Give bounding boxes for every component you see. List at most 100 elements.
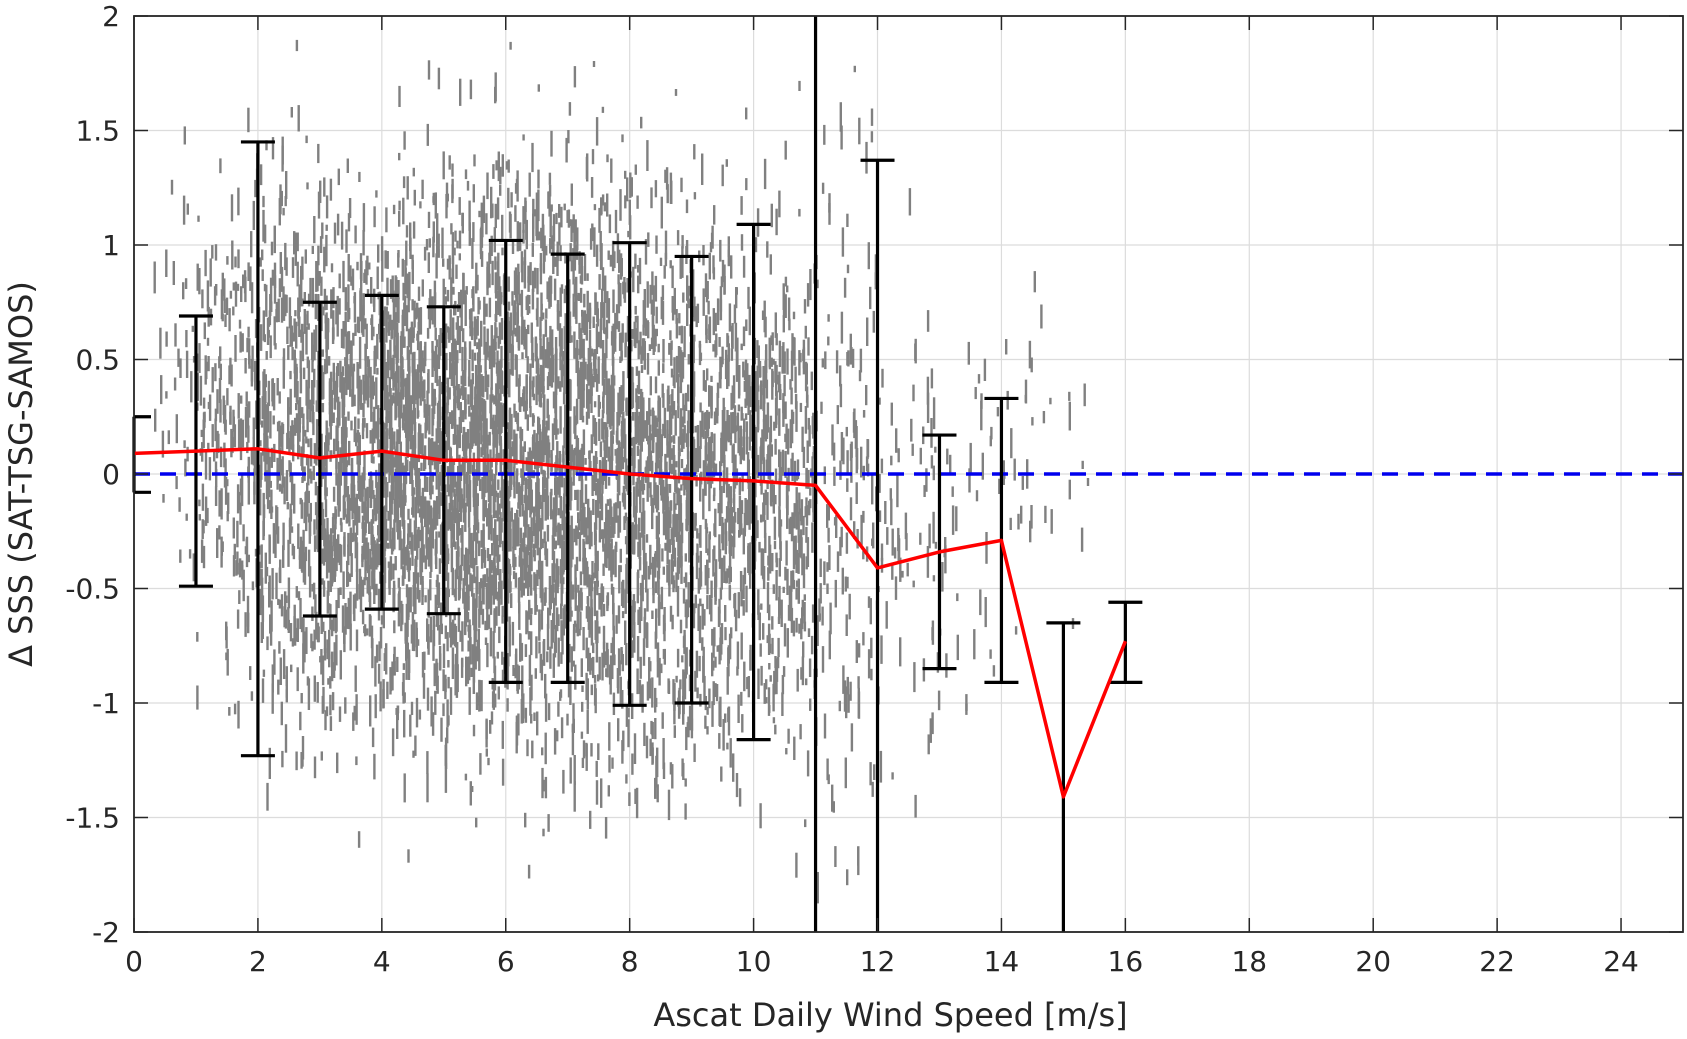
scatter-point bbox=[457, 292, 461, 310]
scatter-point bbox=[452, 619, 455, 645]
scatter-point bbox=[663, 265, 666, 279]
scatter-point bbox=[426, 502, 430, 531]
scatter-point bbox=[420, 518, 424, 549]
scatter-point bbox=[576, 605, 579, 637]
scatter-point bbox=[414, 555, 418, 584]
scatter-point bbox=[548, 172, 552, 185]
scatter-point bbox=[384, 527, 387, 549]
scatter-point bbox=[513, 447, 516, 469]
scatter-point bbox=[520, 484, 523, 503]
scatter-point bbox=[589, 608, 592, 635]
scatter-point bbox=[508, 424, 511, 437]
scatter-point bbox=[735, 287, 738, 309]
scatter-point bbox=[529, 406, 532, 418]
scatter-point bbox=[358, 491, 361, 500]
scatter-point bbox=[647, 232, 650, 247]
scatter-point bbox=[614, 502, 618, 523]
scatter-point bbox=[672, 444, 675, 473]
scatter-point bbox=[572, 214, 575, 233]
scatter-point bbox=[740, 343, 743, 351]
scatter-point bbox=[321, 365, 324, 397]
scatter-point bbox=[576, 339, 579, 366]
scatter-point bbox=[228, 365, 231, 385]
scatter-point bbox=[493, 335, 496, 345]
scatter-point bbox=[498, 410, 501, 440]
scatter-point bbox=[584, 557, 587, 586]
scatter-point bbox=[293, 318, 296, 341]
scatter-point bbox=[587, 347, 590, 380]
scatter-point bbox=[598, 418, 601, 441]
scatter-point bbox=[711, 471, 714, 484]
scatter-point bbox=[514, 535, 517, 550]
scatter-point bbox=[448, 155, 451, 170]
scatter-point bbox=[621, 416, 624, 427]
scatter-point bbox=[517, 378, 521, 403]
scatter-point bbox=[743, 661, 746, 692]
scatter-point bbox=[701, 153, 704, 185]
scatter-point bbox=[377, 244, 380, 263]
scatter-point bbox=[572, 449, 576, 466]
scatter-point bbox=[311, 606, 314, 621]
scatter-point bbox=[277, 298, 280, 323]
scatter-point bbox=[355, 569, 359, 601]
scatter-point bbox=[305, 501, 308, 532]
scatter-point bbox=[299, 350, 302, 374]
scatter-point bbox=[371, 557, 374, 583]
scatter-point bbox=[705, 442, 708, 456]
scatter-point bbox=[344, 465, 347, 493]
scatter-point bbox=[442, 151, 445, 180]
scatter-point bbox=[603, 422, 606, 430]
scatter-point bbox=[606, 154, 609, 163]
scatter-point bbox=[412, 394, 416, 421]
scatter-point bbox=[595, 244, 599, 267]
scatter-point bbox=[421, 652, 425, 678]
scatter-point bbox=[710, 387, 713, 419]
scatter-point bbox=[546, 623, 550, 651]
scatter-point bbox=[637, 275, 640, 294]
scatter-point bbox=[597, 356, 600, 384]
scatter-point bbox=[468, 405, 471, 417]
scatter-point bbox=[405, 240, 408, 266]
scatter-point bbox=[214, 461, 218, 475]
scatter-point bbox=[494, 568, 497, 600]
scatter-point bbox=[331, 517, 335, 534]
scatter-point bbox=[375, 644, 379, 663]
scatter-point bbox=[551, 590, 554, 601]
scatter-point bbox=[501, 758, 505, 786]
scatter-point bbox=[272, 383, 276, 411]
scatter-point bbox=[405, 225, 409, 238]
scatter-point bbox=[529, 614, 533, 626]
scatter-point bbox=[740, 406, 743, 421]
scatter-point bbox=[530, 574, 533, 596]
scatter-point bbox=[385, 457, 388, 474]
scatter-point bbox=[347, 337, 350, 354]
scatter-point bbox=[396, 713, 399, 739]
scatter-point bbox=[506, 698, 509, 712]
scatter-point bbox=[664, 511, 667, 531]
scatter-point bbox=[271, 568, 274, 600]
scatter-point bbox=[435, 579, 439, 588]
scatter-point bbox=[344, 697, 347, 714]
scatter-point bbox=[353, 296, 356, 304]
scatter-point bbox=[509, 466, 512, 486]
scatter-point bbox=[269, 277, 273, 304]
scatter-point bbox=[732, 392, 735, 407]
scatter-point bbox=[520, 397, 523, 407]
scatter-point bbox=[562, 497, 566, 525]
scatter-point bbox=[574, 347, 577, 359]
scatter-point bbox=[315, 324, 318, 352]
scatter-point bbox=[467, 394, 470, 405]
scatter-point bbox=[655, 306, 658, 324]
scatter-point bbox=[306, 182, 309, 190]
scatter-point bbox=[329, 676, 332, 689]
scatter-point bbox=[409, 518, 412, 538]
scatter-point bbox=[636, 477, 639, 497]
scatter-point bbox=[275, 309, 278, 318]
scatter-point bbox=[213, 286, 217, 306]
scatter-point bbox=[332, 662, 336, 678]
scatter-point bbox=[412, 167, 415, 177]
scatter-point bbox=[302, 413, 305, 429]
scatter-point bbox=[634, 305, 637, 315]
scatter-point bbox=[528, 172, 531, 197]
scatter-point bbox=[587, 510, 590, 529]
